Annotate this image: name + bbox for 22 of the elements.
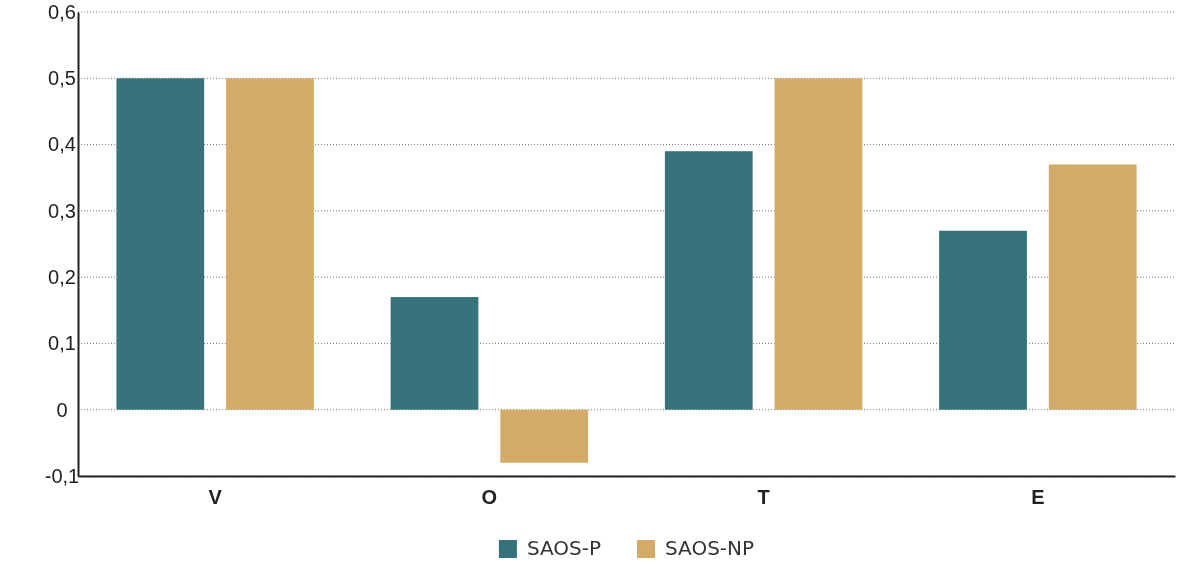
x-tick-label: V <box>208 486 223 509</box>
y-tick-label: 0,1 <box>48 332 76 355</box>
bar <box>390 297 479 410</box>
bar <box>1048 164 1137 410</box>
y-tick-label: 0,3 <box>48 199 76 222</box>
bar <box>939 230 1027 410</box>
y-tick-label: 0,2 <box>48 266 76 289</box>
bar <box>774 78 863 410</box>
y-tick-label: 0,6 <box>48 0 76 23</box>
y-tick-label: 0,5 <box>48 67 76 90</box>
legend-label: SAOS-P <box>526 536 602 560</box>
y-tick-label: 0 <box>56 398 68 421</box>
bar <box>500 409 589 463</box>
x-tick-label: O <box>481 486 498 509</box>
x-tick-label: E <box>1031 486 1045 509</box>
bar <box>116 78 205 410</box>
bar <box>664 151 753 410</box>
x-tick-label: T <box>757 486 770 509</box>
y-tick-label: -0,1 <box>44 464 80 487</box>
y-tick-label: 0,4 <box>48 133 76 156</box>
bar <box>226 78 314 410</box>
legend-label: SAOS-NP <box>665 536 755 560</box>
